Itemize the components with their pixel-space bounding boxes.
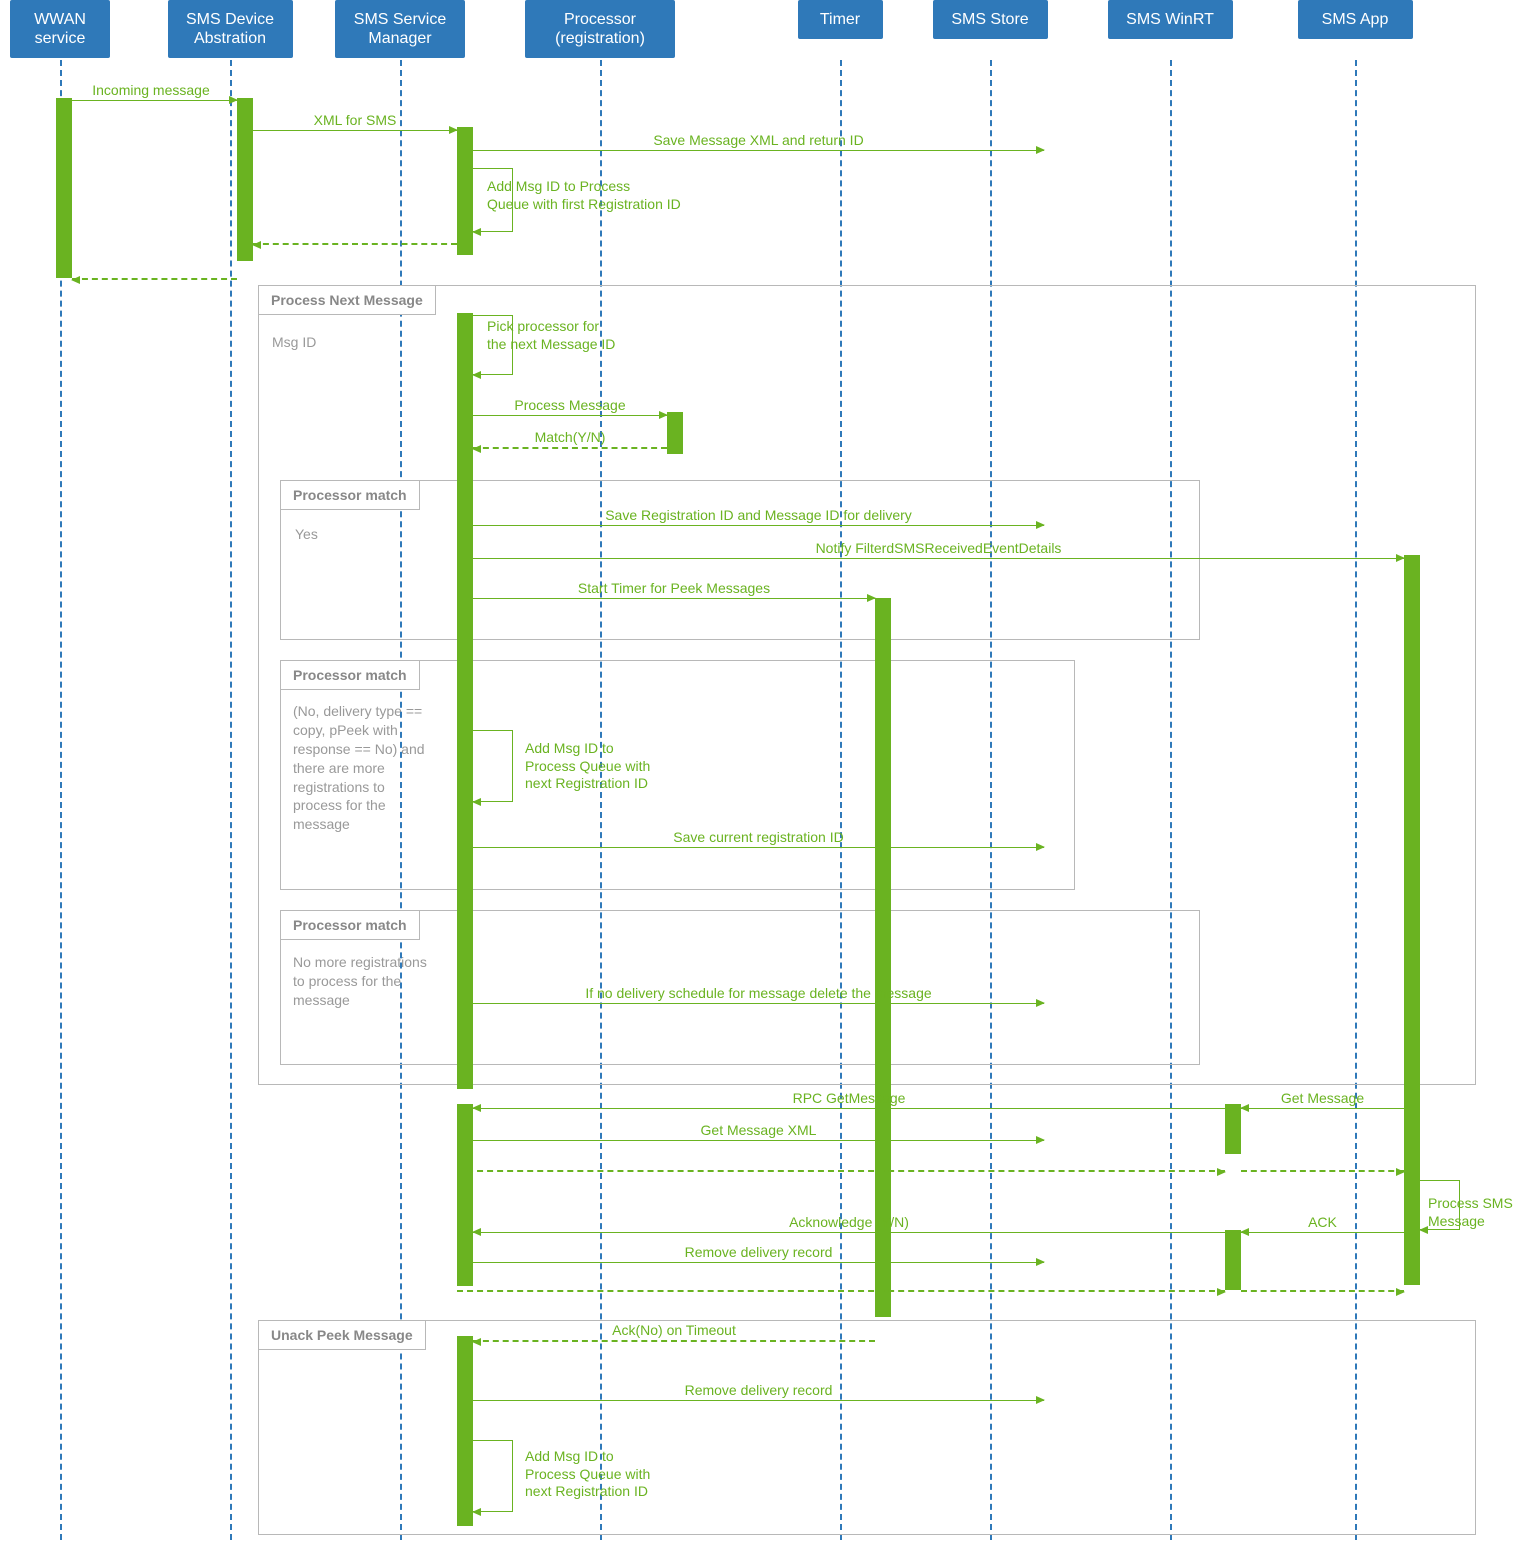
participant-label: SMS Service: [354, 11, 446, 28]
arrow-label: Match(Y/N): [473, 429, 667, 445]
activation-bar: [667, 412, 683, 454]
participant-app: SMS App: [1298, 0, 1413, 39]
arrow: [253, 243, 457, 245]
arrow: [473, 1003, 1044, 1004]
participant-label: service: [35, 30, 86, 47]
participant-label: SMS WinRT: [1126, 11, 1214, 28]
arrow: [473, 558, 1404, 559]
participant-abstraction: SMS Device Abstration: [168, 0, 293, 58]
self-message-label: Process SMSMessage: [1428, 1195, 1513, 1230]
frame: Processor match: [280, 660, 1075, 890]
participant-timer: Timer: [798, 0, 883, 39]
arrow: [457, 1290, 1225, 1292]
arrow-label: Save current registration ID: [473, 829, 1044, 845]
activation-bar: [237, 98, 253, 261]
activation-bar: [56, 98, 72, 278]
arrow: [473, 1140, 1044, 1141]
self-message-label: Add Msg ID to ProcessQueue with first Re…: [487, 178, 681, 213]
self-message-label: Add Msg ID toProcess Queue withnext Regi…: [525, 1448, 650, 1501]
participant-label: SMS Store: [951, 11, 1028, 28]
arrow-label: Start Timer for Peek Messages: [473, 580, 875, 596]
arrow: [473, 415, 667, 416]
participant-label: SMS App: [1322, 11, 1389, 28]
participant-label: Timer: [820, 11, 860, 28]
arrow-label: Remove delivery record: [473, 1244, 1044, 1260]
activation-bar: [457, 313, 473, 1089]
activation-bar: [457, 1336, 473, 1526]
arrow: [473, 150, 1044, 151]
arrow-label: RPC GetMessage: [473, 1090, 1225, 1106]
arrow: [1241, 1170, 1404, 1172]
frame-title: Processor match: [281, 481, 420, 510]
arrow-label: Get Message XML: [473, 1122, 1044, 1138]
activation-bar: [875, 598, 891, 1317]
arrow: [473, 1108, 1225, 1109]
activation-bar: [457, 127, 473, 255]
arrow: [473, 525, 1044, 526]
participant-label: Processor: [564, 11, 636, 28]
arrow: [473, 1400, 1044, 1401]
lifeline-wwan: [60, 60, 62, 1540]
arrow-label: Notify FilterdSMSReceivedEventDetails: [473, 540, 1404, 556]
frame: Unack Peek Message: [258, 1320, 1476, 1535]
arrow: [253, 130, 457, 131]
participant-label: (registration): [555, 30, 645, 47]
frame-title: Process Next Message: [259, 286, 436, 315]
arrow: [457, 1170, 1225, 1172]
arrow-label: ACK: [1241, 1214, 1404, 1230]
arrow: [473, 847, 1044, 848]
arrow-label: Ack(No) on Timeout: [473, 1322, 875, 1338]
self-message-loop: [473, 1440, 513, 1512]
participant-label: Abstration: [194, 30, 266, 47]
participant-label: SMS Device: [186, 11, 274, 28]
arrow-label: Save Registration ID and Message ID for …: [473, 507, 1044, 523]
activation-bar: [1225, 1230, 1241, 1290]
participant-store: SMS Store: [933, 0, 1048, 39]
activation-bar: [1225, 1104, 1241, 1154]
arrow: [1241, 1232, 1404, 1233]
arrow-label: Incoming message: [65, 82, 237, 98]
participant-winrt: SMS WinRT: [1108, 0, 1233, 39]
participant-wwan: WWAN service: [10, 0, 110, 58]
arrow-label: XML for SMS: [253, 112, 457, 128]
arrow-label: Process Message: [473, 397, 667, 413]
frame: Processor match: [280, 480, 1200, 640]
arrow: [473, 1232, 1225, 1233]
arrow: [1241, 1290, 1404, 1292]
self-message-label: Add Msg ID toProcess Queue withnext Regi…: [525, 740, 650, 793]
self-message-loop: [473, 730, 513, 802]
arrow-label: Get Message: [1241, 1090, 1404, 1106]
arrow-label: Save Message XML and return ID: [473, 132, 1044, 148]
arrow: [473, 1340, 875, 1342]
lifeline-abstraction: [230, 60, 232, 1540]
arrow-label: Acknowledge (Y/N): [473, 1214, 1225, 1230]
arrow: [1241, 1108, 1404, 1109]
arrow: [473, 598, 875, 599]
arrow: [72, 278, 237, 280]
arrow-label: If no delivery schedule for message dele…: [473, 985, 1044, 1001]
self-message-label: Pick processor forthe next Message ID: [487, 318, 615, 353]
participant-label: Manager: [368, 30, 431, 47]
participant-manager: SMS Service Manager: [335, 0, 465, 58]
participant-processor: Processor (registration): [525, 0, 675, 58]
frame-title: Unack Peek Message: [259, 1321, 426, 1350]
frame-title: Processor match: [281, 661, 420, 690]
arrow: [473, 447, 667, 449]
participant-label: WWAN: [34, 11, 86, 28]
arrow-label: Remove delivery record: [473, 1382, 1044, 1398]
arrow: [65, 100, 237, 101]
activation-bar: [1404, 555, 1420, 1285]
arrow: [473, 1262, 1044, 1263]
frame-title: Processor match: [281, 911, 420, 940]
activation-bar: [457, 1228, 473, 1286]
